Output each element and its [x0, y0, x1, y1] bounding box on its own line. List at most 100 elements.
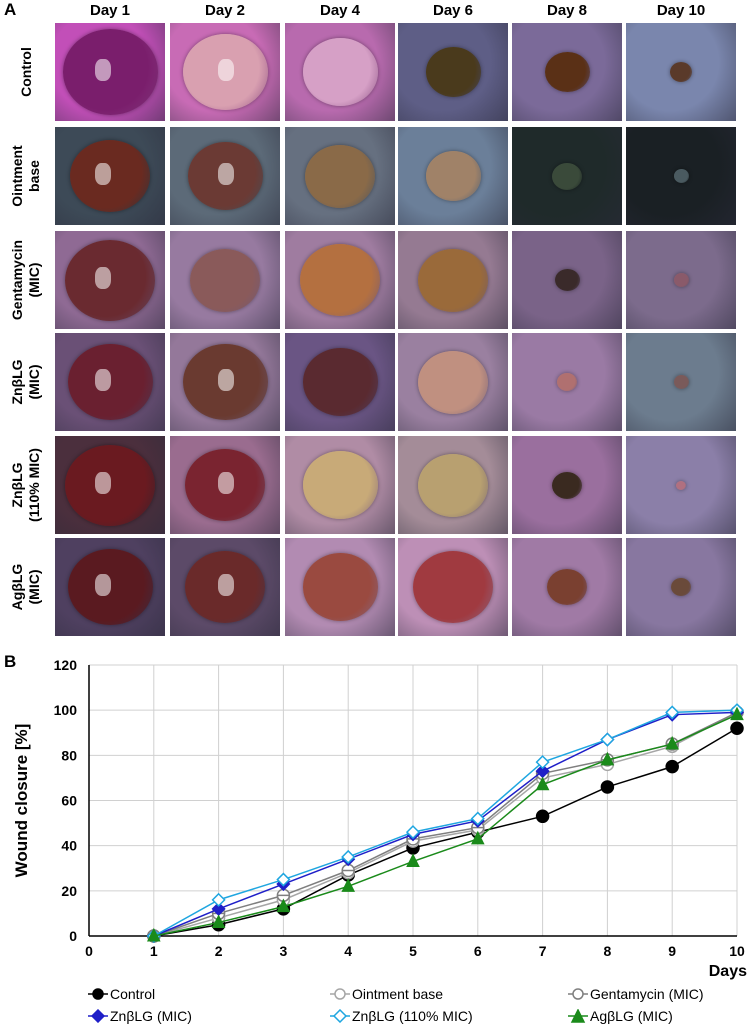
legend-item: Ointment base [330, 986, 443, 1002]
wound-photo [170, 538, 280, 636]
wound-photo [55, 538, 165, 636]
wound-area [671, 578, 691, 596]
data-point-s5 [730, 706, 744, 721]
wound-photo [398, 23, 508, 121]
wound-photo [170, 436, 280, 534]
data-point-s4 [276, 872, 291, 887]
wound-photo [55, 127, 165, 225]
column-header-day: Day 6 [432, 2, 474, 19]
data-point-s5 [341, 878, 356, 892]
series-line-2 [153, 711, 738, 937]
legend-marker [330, 1009, 350, 1023]
wound-photo [626, 23, 736, 121]
light-reflection [218, 574, 234, 596]
wound-area [673, 375, 689, 389]
data-point-s0 [535, 809, 550, 824]
data-point-s5 [470, 830, 485, 845]
wound-photo [285, 127, 395, 225]
light-reflection [218, 472, 234, 494]
light-reflection [95, 574, 111, 596]
data-point-s5 [146, 927, 161, 942]
column-header-day: Day 4 [319, 2, 361, 19]
wound-area [673, 273, 689, 287]
y-tick-label: 80 [61, 747, 77, 763]
x-tick-label: 5 [409, 943, 417, 959]
light-reflection [95, 472, 111, 494]
light-reflection [218, 163, 234, 185]
wound-area [190, 248, 260, 312]
x-tick-label: 0 [85, 943, 93, 959]
wound-area [300, 244, 380, 316]
wound-area [676, 480, 686, 490]
legend-marker [88, 1009, 108, 1023]
row-header-group: Ointment base [9, 145, 42, 207]
wound-photo [398, 538, 508, 636]
y-axis-label: Wound closure [%] [12, 724, 31, 878]
light-reflection [95, 163, 111, 185]
data-point-s4 [535, 755, 550, 770]
x-tick-label: 9 [668, 943, 676, 959]
data-point-s4 [211, 892, 226, 907]
wound-area [544, 51, 590, 93]
legend-label: Ointment base [352, 986, 444, 1002]
wound-area [418, 248, 488, 312]
wound-area [547, 569, 587, 605]
y-tick-label: 100 [54, 702, 78, 718]
wound-photo [55, 436, 165, 534]
wound-area [552, 471, 582, 499]
wound-photo [626, 231, 736, 329]
wound-photo [512, 127, 622, 225]
data-point-s5 [665, 735, 680, 750]
light-reflection [218, 59, 234, 81]
x-tick-label: 4 [344, 943, 352, 959]
data-point-s5 [600, 751, 615, 766]
x-tick-label: 10 [729, 943, 745, 959]
y-tick-label: 0 [69, 928, 77, 944]
legend-item: Gentamycin (MIC) [568, 986, 704, 1002]
wound-area [670, 62, 692, 82]
data-point-s5 [211, 914, 226, 928]
data-point-s0 [730, 721, 744, 735]
wound-area [418, 453, 488, 517]
column-header-day: Day 2 [204, 2, 246, 19]
legend-marker [568, 988, 588, 1000]
legend-label: ZnβLG (MIC) [110, 1008, 192, 1024]
wound-area [425, 151, 481, 201]
wound-area [557, 373, 577, 391]
data-point-s4 [341, 849, 356, 865]
row-header-group: Gentamycin (MIC) [9, 239, 42, 321]
legend-marker [88, 988, 108, 1000]
legend-item: Control [88, 986, 155, 1002]
wound-photo [512, 231, 622, 329]
column-header-day: Day 10 [656, 2, 706, 19]
wound-area [302, 553, 378, 621]
wound-photo [55, 333, 165, 431]
wound-photo [170, 23, 280, 121]
y-tick-label: 20 [61, 883, 77, 899]
row-header-group: ZnβLG (MIC) [9, 359, 42, 405]
wound-area [305, 144, 375, 208]
wound-area [302, 348, 378, 416]
row-header-group: Control [17, 47, 34, 97]
data-point-s5 [276, 898, 291, 913]
data-point-s0 [600, 780, 615, 794]
legend-item: ZnβLG (MIC) [88, 1008, 192, 1024]
wound-photo [285, 23, 395, 121]
wound-area [552, 162, 582, 190]
wound-area [554, 268, 580, 292]
column-header-day: Day 1 [89, 2, 131, 19]
x-tick-label: 1 [150, 943, 158, 959]
series-line-4 [153, 709, 738, 937]
data-point-s4 [405, 825, 421, 840]
wound-photo [285, 231, 395, 329]
wound-photo [626, 538, 736, 636]
light-reflection [95, 369, 111, 391]
wound-photo [512, 436, 622, 534]
wound-area [413, 551, 493, 623]
series-line-3 [153, 711, 738, 937]
light-reflection [95, 59, 111, 81]
panel-a-label: A [4, 0, 17, 19]
legend-marker [330, 988, 350, 1000]
legend-item: AgβLG (MIC) [568, 1008, 673, 1024]
light-reflection [218, 369, 234, 391]
